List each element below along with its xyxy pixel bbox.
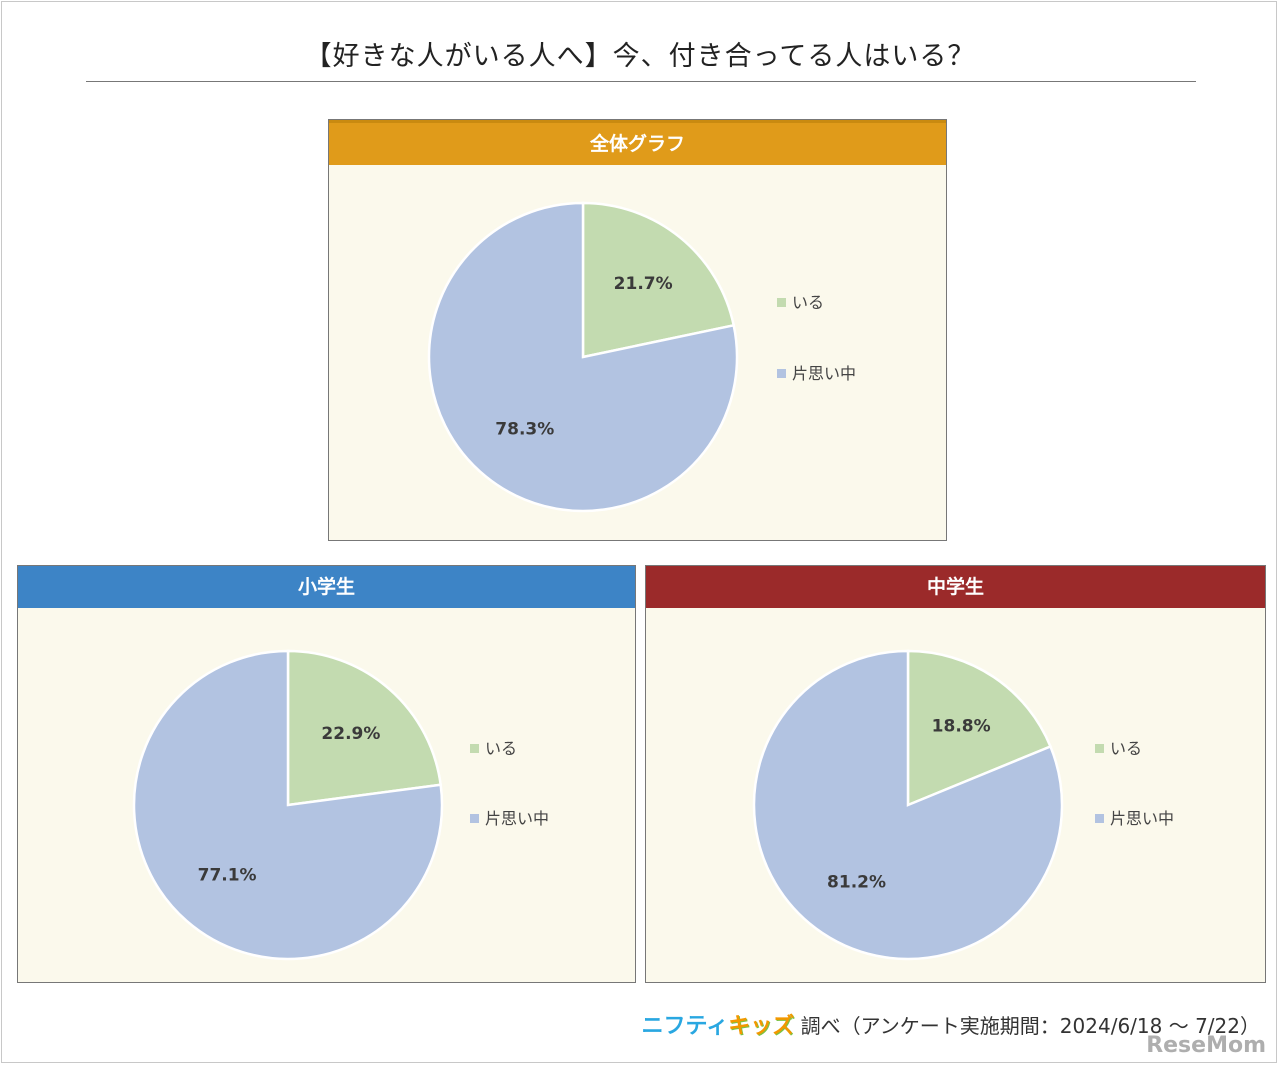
slice-iru: [581, 201, 736, 359]
brand-nifty: ニフティ: [641, 1014, 729, 1039]
overall-chart-header: 全体グラフ: [329, 120, 946, 165]
legend-swatch: [470, 744, 479, 753]
legend-swatch: [470, 814, 479, 823]
legend-label: いる: [485, 739, 517, 758]
slice-kataomoi: [132, 649, 444, 961]
junior-high-chart-panel: 中学生 18.8% 81.2% いる片思い中: [645, 565, 1266, 983]
title-divider: [86, 81, 1196, 82]
watermark-logo: ReseMom: [1146, 1033, 1266, 1058]
legend-label: 片思い中: [1110, 809, 1174, 828]
legend-swatch: [777, 369, 786, 378]
slice-label: 77.1%: [198, 866, 257, 886]
legend-label: いる: [1110, 739, 1142, 758]
legend-label: いる: [792, 293, 824, 312]
legend-label: 片思い中: [792, 364, 856, 383]
elementary-chart-header: 小学生: [18, 566, 635, 608]
junior-high-chart-header: 中学生: [646, 566, 1265, 608]
brand-kids: キッズ: [728, 1014, 795, 1039]
legend-label: 片思い中: [485, 809, 549, 828]
legend-swatch: [1095, 744, 1104, 753]
footer-source: ニフティキッズ 調べ（アンケート実施期間：2024/6/18 ～ 7/22）: [642, 1008, 1260, 1040]
slice-label: 22.9%: [321, 724, 380, 744]
elementary-chart-panel: 小学生 22.9% 77.1% いる片思い中: [17, 565, 636, 983]
slice-label: 18.8%: [932, 717, 991, 737]
legend-swatch: [777, 298, 786, 307]
slice-label: 81.2%: [827, 873, 886, 893]
slice-iru: [906, 649, 1053, 807]
legend-swatch: [1095, 814, 1104, 823]
slice-label: 21.7%: [614, 274, 673, 294]
page-title: 【好きな人がいる人へ】今、付き合ってる人はいる？: [304, 41, 976, 72]
slice-kataomoi: [427, 201, 739, 513]
slice-iru: [286, 649, 443, 807]
overall-chart-panel: 全体グラフ 21.7% 78.3% いる片思い中: [328, 119, 947, 541]
slice-label: 78.3%: [495, 420, 554, 440]
footer-text: 調べ（アンケート実施期間：2024/6/18 ～ 7/22）: [800, 1014, 1260, 1038]
slice-kataomoi: [752, 649, 1064, 961]
